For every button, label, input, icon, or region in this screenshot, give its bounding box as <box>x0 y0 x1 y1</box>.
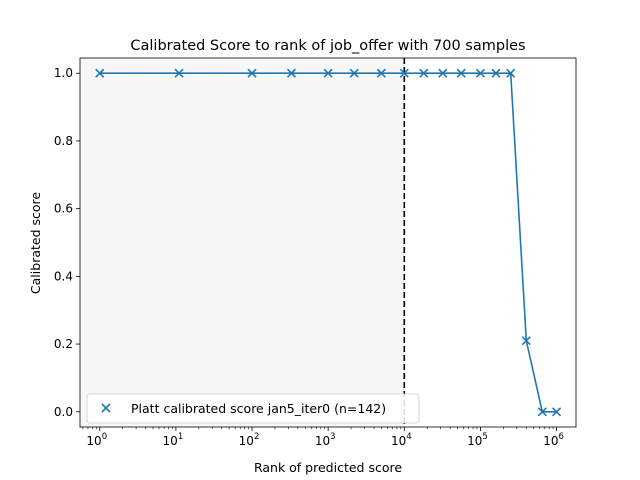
data-point-stroke <box>349 68 359 78</box>
data-point <box>551 407 562 417</box>
data-point <box>349 68 359 78</box>
data-point-stroke <box>399 68 409 78</box>
data-point-stroke <box>174 68 184 78</box>
data-point-stroke <box>323 68 333 78</box>
data-point <box>438 68 448 78</box>
legend-marker-x-icon <box>101 403 111 413</box>
shaded-region <box>80 58 405 427</box>
data-point <box>247 68 257 78</box>
data-point-stroke <box>475 68 485 78</box>
data-point-stroke <box>537 407 547 417</box>
legend-box <box>86 393 420 424</box>
series-markers <box>95 68 562 417</box>
y-axis-label: Calibrated score <box>28 192 43 294</box>
y-tick-label: 0.2 <box>54 337 73 351</box>
data-point <box>286 68 297 78</box>
data-point-stroke <box>438 68 448 78</box>
x-tick-exponent: 5 <box>482 432 487 442</box>
y-tick-label: 0.0 <box>54 405 73 419</box>
data-point <box>537 407 547 417</box>
data-point-stroke <box>95 68 105 78</box>
legend: Platt calibrated score jan5_iter0 (n=142… <box>86 393 420 424</box>
data-point-stroke <box>286 68 297 78</box>
x-tick-exponent: 1 <box>178 432 183 442</box>
data-point-stroke <box>506 68 516 78</box>
y-tick-label: 1.0 <box>54 66 73 80</box>
plot-frame <box>79 57 577 428</box>
data-point <box>399 68 409 78</box>
data-point-stroke <box>456 68 466 78</box>
data-point-stroke <box>491 68 501 78</box>
x-tick-exponent: 4 <box>406 432 411 442</box>
data-point-stroke <box>521 336 531 346</box>
chart-title: Calibrated Score to rank of job_offer wi… <box>130 38 525 54</box>
x-axis-label: Rank of predicted score <box>254 460 402 475</box>
data-point <box>456 68 466 78</box>
data-point-stroke <box>551 407 562 417</box>
x-tick-exponent: 2 <box>254 432 259 442</box>
x-tick-exponent: 6 <box>558 432 563 442</box>
y-tick-label: 0.6 <box>54 202 73 216</box>
y-tick-label: 0.8 <box>54 134 73 148</box>
data-point <box>376 68 386 78</box>
data-point <box>323 68 333 78</box>
y-axis-ticks: 0.0 0.2 0.4 0.6 0.8 1.0 <box>54 66 80 419</box>
x-tick-exponent: 3 <box>330 432 335 442</box>
data-point <box>521 336 531 346</box>
data-point <box>475 68 485 78</box>
data-point-stroke <box>247 68 257 78</box>
legend-label: Platt calibrated score jan5_iter0 (n=142… <box>131 401 386 416</box>
data-point <box>95 68 105 78</box>
data-point <box>506 68 516 78</box>
data-point <box>491 68 501 78</box>
y-tick-label: 0.4 <box>54 269 73 283</box>
x-tick-exponent: 0 <box>102 432 107 442</box>
data-point-stroke <box>419 68 429 78</box>
data-point <box>419 68 429 78</box>
data-point <box>174 68 184 78</box>
data-point-stroke <box>376 68 386 78</box>
